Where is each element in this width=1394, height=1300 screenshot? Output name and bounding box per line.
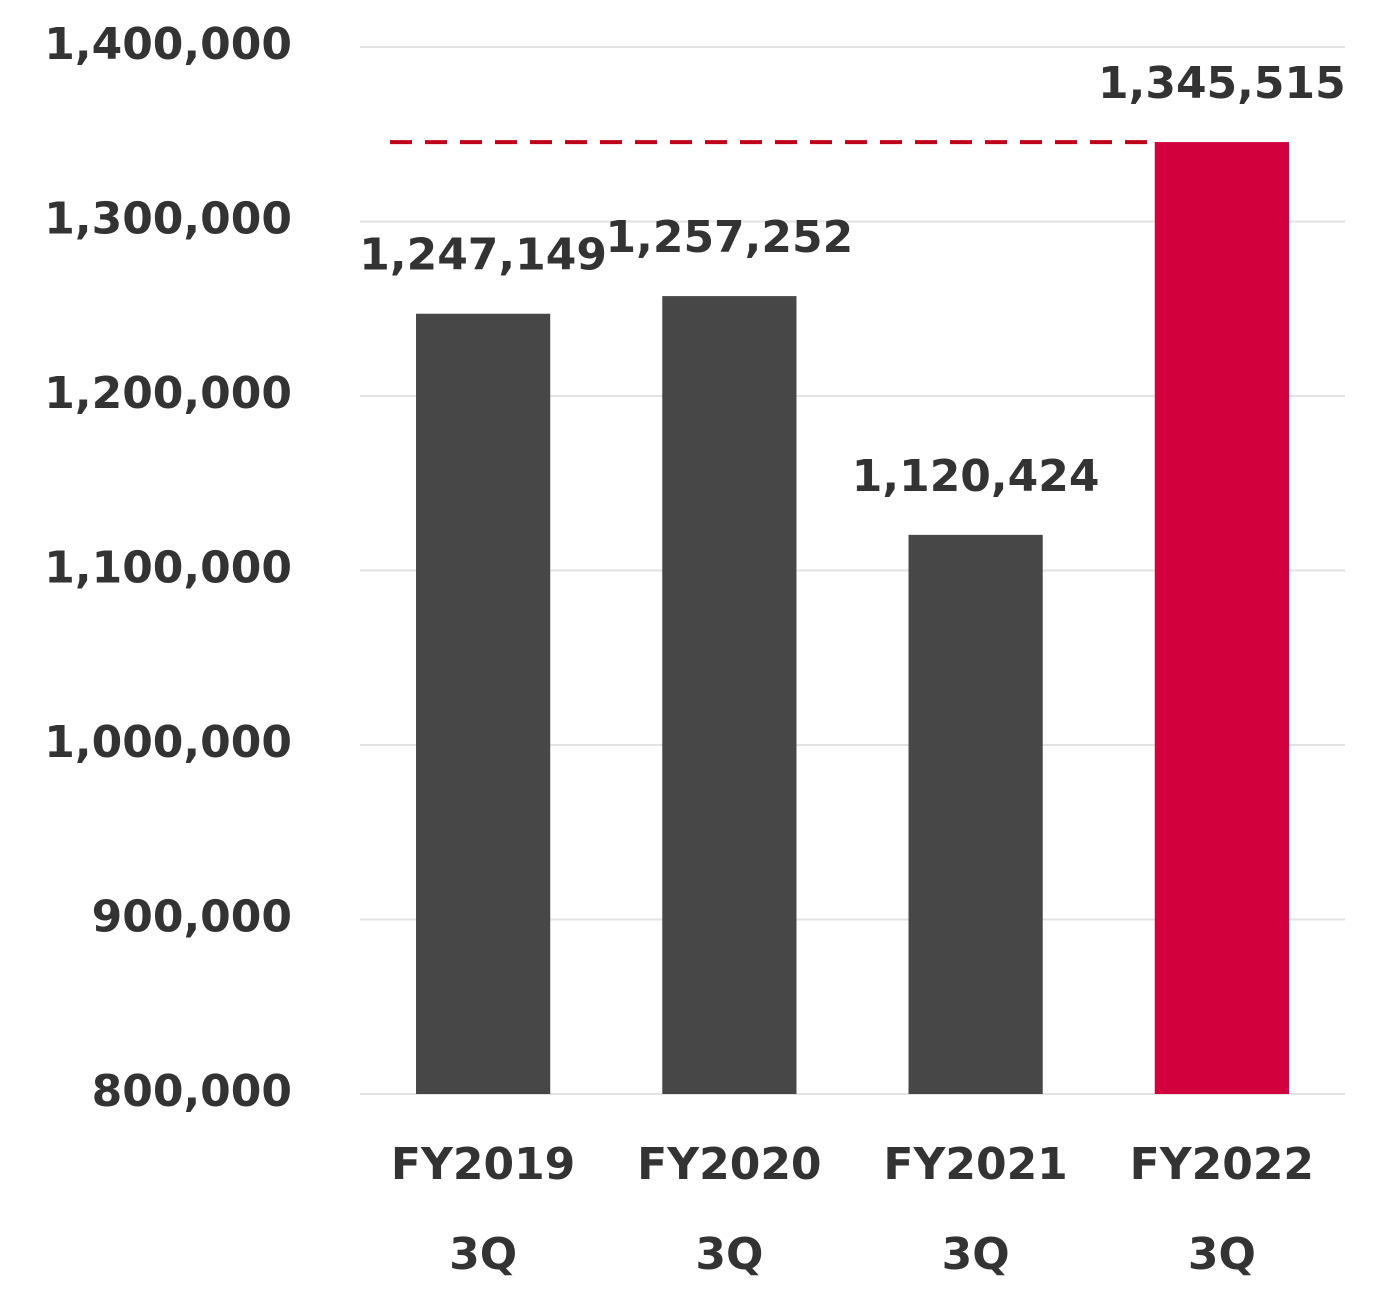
bar <box>1154 142 1289 1095</box>
x-tick-label: FY2022 3Q <box>1129 1139 1315 1280</box>
bar <box>662 296 797 1095</box>
value-label: 1,120,424 <box>852 451 1100 502</box>
bar <box>908 534 1043 1094</box>
bar <box>416 313 551 1095</box>
y-tick-label: 1,000,000 <box>44 717 292 768</box>
y-tick-label: 800,000 <box>92 1066 292 1117</box>
value-label: 1,247,149 <box>359 230 607 281</box>
x-tick-label: FY2020 3Q <box>637 1139 822 1280</box>
y-tick-label: 1,200,000 <box>44 368 292 419</box>
value-label: 1,257,252 <box>606 212 854 263</box>
y-tick-label: 900,000 <box>92 892 292 943</box>
x-tick-label: FY2021 3Q <box>883 1139 1068 1280</box>
value-label: 1,345,515 <box>1098 58 1346 109</box>
y-tick-label: 1,300,000 <box>44 194 292 245</box>
x-tick-label: FY2019 3Q <box>390 1139 576 1280</box>
y-tick-label: 1,400,000 <box>44 19 292 70</box>
y-tick-label: 1,100,000 <box>44 543 292 594</box>
